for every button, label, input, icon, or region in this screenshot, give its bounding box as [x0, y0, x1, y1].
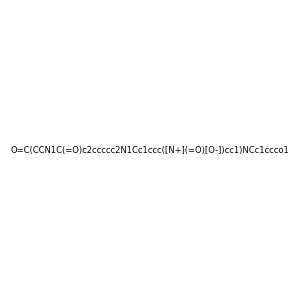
Text: O=C(CCN1C(=O)c2ccccc2N1Cc1ccc([N+](=O)[O-])cc1)NCc1ccco1: O=C(CCN1C(=O)c2ccccc2N1Cc1ccc([N+](=O)[O…	[11, 146, 290, 154]
